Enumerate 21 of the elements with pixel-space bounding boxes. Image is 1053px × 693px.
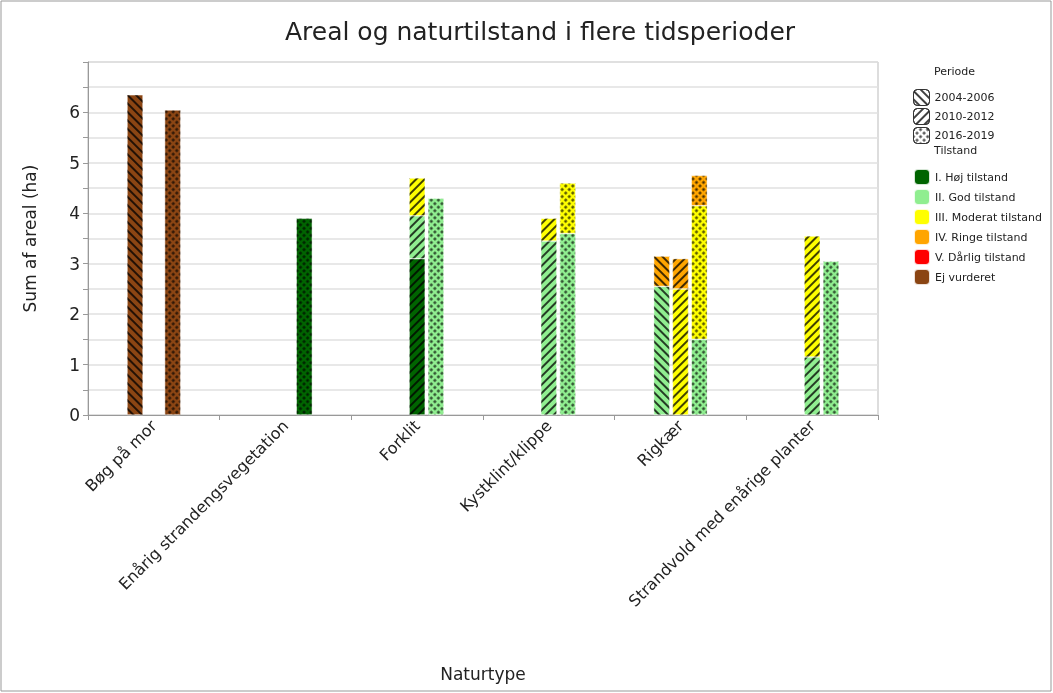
- text: Tilstand: [934, 144, 978, 157]
- legend-label: 2010-2012: [934, 110, 995, 123]
- y-tick-label: 2: [69, 304, 80, 325]
- x-axis-title: Naturtype: [440, 663, 526, 684]
- legend-label: V. Dårlig tilstand: [935, 250, 1026, 264]
- y-tick-label: 6: [69, 102, 80, 123]
- legend-label: I. Høj tilstand: [935, 170, 1008, 184]
- legend-label: Ej vurderet: [935, 270, 997, 284]
- y-tick-label: 1: [69, 354, 80, 375]
- legend-label: 2016-2019: [934, 129, 995, 142]
- legend-label: IV. Ringe tilstand: [935, 230, 1028, 244]
- text: Periode: [934, 65, 976, 78]
- y-tick-label: 3: [69, 253, 80, 274]
- y-tick-label: 4: [69, 203, 80, 224]
- y-axis-title: Sum af areal (ha): [19, 164, 40, 313]
- y-tick-label: 0: [69, 405, 80, 425]
- legend-label: III. Moderat tilstand: [935, 210, 1042, 224]
- chart-title: Areal og naturtilstand i flere tidsperioder: [284, 17, 796, 46]
- legend-label: 2004-2006: [934, 91, 995, 104]
- y-tick-label: 5: [69, 152, 80, 173]
- legend-label: II. God tilstand: [935, 190, 1016, 204]
